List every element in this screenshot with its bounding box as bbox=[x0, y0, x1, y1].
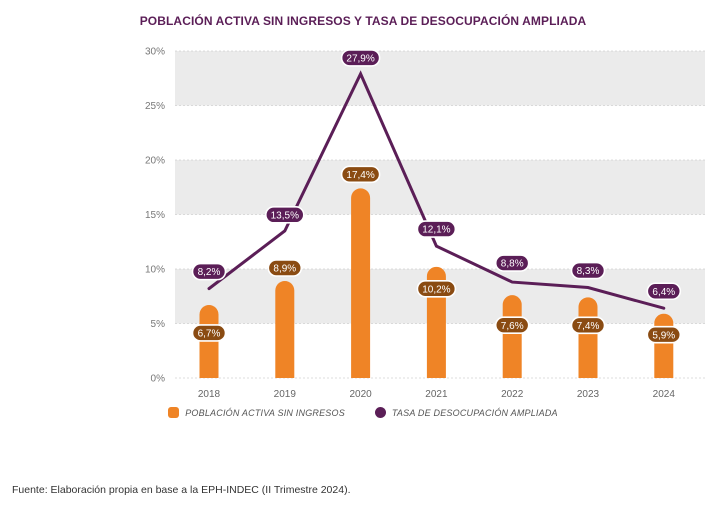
y-tick-label: 20% bbox=[145, 156, 165, 167]
line-data-label-bg bbox=[191, 262, 227, 281]
legend: POBLACIÓN ACTIVA SIN INGRESOS TASA DE DE… bbox=[0, 407, 726, 418]
line-data-label: 6,4% bbox=[646, 282, 682, 301]
x-tick-label: 2018 bbox=[198, 389, 221, 400]
y-tick-label: 0% bbox=[151, 374, 166, 385]
bar-data-label-bg bbox=[494, 316, 530, 334]
bar-data-label-bg bbox=[340, 165, 381, 184]
legend-label-line: TASA DE DESOCUPACIÓN AMPLIADA bbox=[391, 407, 558, 418]
legend-label-bars: POBLACIÓN ACTIVA SIN INGRESOS bbox=[185, 407, 345, 418]
bar-data-label-text: 8,9% bbox=[273, 264, 296, 275]
y-tick-label: 5% bbox=[151, 319, 166, 330]
line-data-label: 13,5% bbox=[264, 206, 305, 224]
source-note: Fuente: Elaboración propia en base a la … bbox=[12, 484, 351, 496]
bar-data-label-text: 17,4% bbox=[346, 170, 374, 181]
bar-data-label: 7,4% bbox=[570, 316, 606, 335]
y-tick-label: 25% bbox=[145, 101, 165, 112]
bar-data-label: 7,6% bbox=[494, 316, 530, 334]
bar bbox=[275, 280, 295, 378]
legend-swatch-line bbox=[374, 407, 386, 418]
bar-data-label-bg bbox=[570, 316, 606, 335]
line-data-label-text: 13,5% bbox=[271, 210, 299, 221]
chart-title: POBLACIÓN ACTIVA SIN INGRESOS Y TASA DE … bbox=[139, 14, 587, 28]
bar-data-label-text: 5,9% bbox=[652, 330, 675, 341]
line-data-label-text: 8,2% bbox=[198, 267, 221, 278]
line-data-label-bg bbox=[416, 220, 457, 238]
bar-data-label: 17,4% bbox=[340, 165, 381, 184]
bar-data-label-text: 7,4% bbox=[577, 321, 600, 332]
bar-data-label-bg bbox=[191, 324, 227, 342]
bar-data-label-bg bbox=[646, 325, 682, 344]
bar-data-label: 6,7% bbox=[191, 324, 227, 342]
line-data-label: 12,1% bbox=[416, 220, 457, 238]
bar bbox=[351, 188, 371, 378]
line-data-label-text: 12,1% bbox=[422, 225, 450, 236]
bar-data-label: 10,2% bbox=[416, 280, 457, 298]
line-data-label-bg bbox=[646, 282, 682, 301]
bar bbox=[502, 295, 522, 378]
line-data-label-bg bbox=[494, 254, 530, 272]
y-tick-label: 10% bbox=[145, 265, 165, 276]
x-tick-label: 2019 bbox=[274, 389, 297, 400]
line-data-label-text: 6,4% bbox=[652, 287, 675, 298]
bar-data-label-bg bbox=[416, 280, 457, 298]
x-tick-label: 2023 bbox=[577, 389, 600, 400]
x-tick-label: 2022 bbox=[501, 389, 524, 400]
grid-band bbox=[175, 51, 705, 106]
bar-data-label-text: 6,7% bbox=[198, 329, 221, 340]
bar-data-label: 5,9% bbox=[646, 325, 682, 344]
line-data-label-text: 8,3% bbox=[577, 266, 600, 277]
bar bbox=[578, 297, 598, 378]
legend-item-bars: POBLACIÓN ACTIVA SIN INGRESOS bbox=[168, 407, 345, 418]
x-tick-label: 2021 bbox=[425, 389, 448, 400]
bar-data-label-text: 10,2% bbox=[422, 284, 450, 295]
line-data-label-text: 8,8% bbox=[501, 259, 524, 270]
y-tick-label: 30% bbox=[145, 47, 165, 58]
bar-data-label: 8,9% bbox=[267, 259, 303, 277]
bar bbox=[654, 313, 674, 378]
x-tick-label: 2020 bbox=[349, 389, 372, 400]
legend-item-line: TASA DE DESOCUPACIÓN AMPLIADA bbox=[374, 407, 558, 418]
x-tick-label: 2024 bbox=[653, 389, 676, 400]
line-data-label-bg bbox=[340, 49, 381, 67]
legend-swatch-bars bbox=[168, 407, 180, 418]
line-data-label: 8,3% bbox=[570, 261, 606, 280]
line-data-label-bg bbox=[570, 261, 606, 280]
line-data-label-bg bbox=[264, 206, 305, 224]
line-data-label: 8,2% bbox=[191, 262, 227, 281]
bar-data-label-bg bbox=[267, 259, 303, 277]
line-data-label: 8,8% bbox=[494, 254, 530, 272]
line-data-label-text: 27,9% bbox=[346, 53, 374, 64]
y-tick-label: 15% bbox=[145, 210, 165, 221]
grid-band bbox=[175, 160, 705, 215]
line-data-label: 27,9% bbox=[340, 49, 381, 67]
bar-data-label-text: 7,6% bbox=[501, 321, 524, 332]
